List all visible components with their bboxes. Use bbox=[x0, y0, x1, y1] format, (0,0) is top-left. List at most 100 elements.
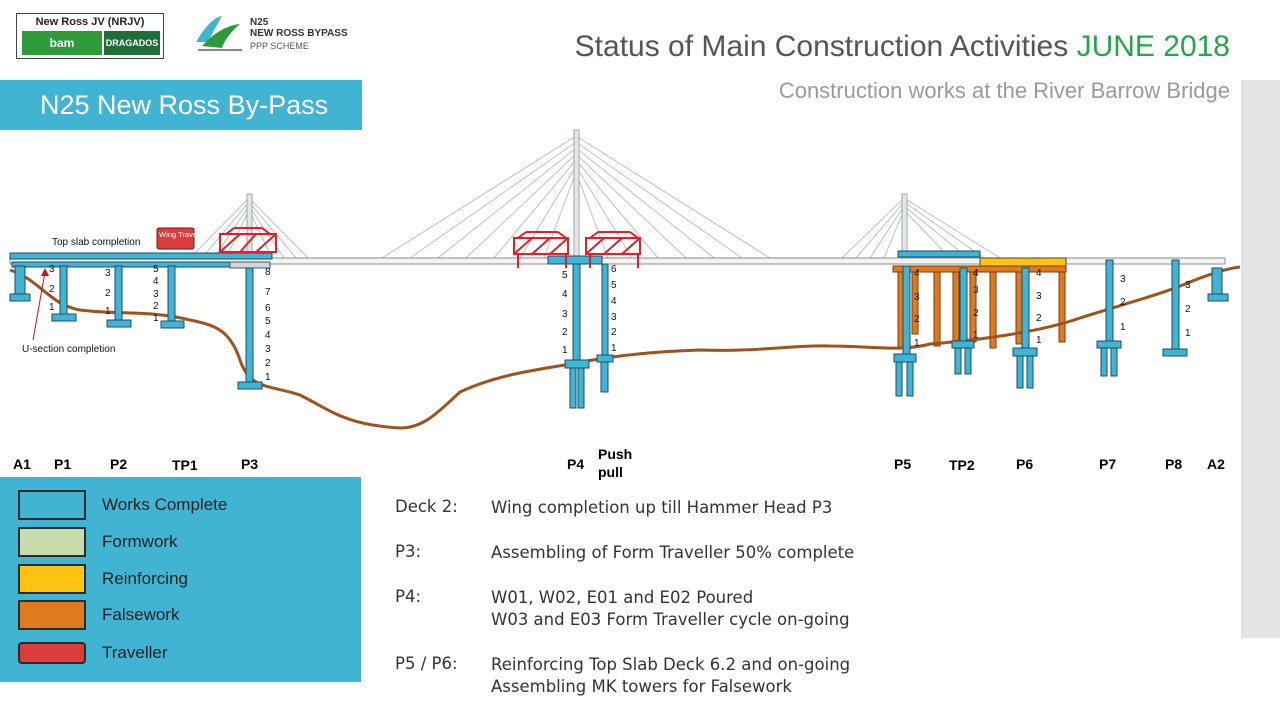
svg-text:6: 6 bbox=[611, 264, 617, 275]
wing-traveller bbox=[156, 227, 195, 250]
pier-p6 bbox=[1021, 267, 1030, 350]
page-title-date: JUNE 2018 bbox=[1076, 30, 1230, 63]
label-p6: P6 bbox=[1016, 456, 1034, 472]
label-p1: P1 bbox=[54, 456, 72, 472]
pier-push-pull bbox=[601, 263, 609, 357]
note-text: Reinforcing Top Slab Deck 6.2 and on-goi… bbox=[491, 655, 851, 674]
svg-text:3: 3 bbox=[105, 268, 111, 279]
svg-text:1: 1 bbox=[562, 345, 568, 356]
svg-text:4: 4 bbox=[1036, 268, 1042, 279]
note-key: P3: bbox=[395, 542, 422, 561]
svg-text:2: 2 bbox=[49, 284, 55, 295]
svg-text:1: 1 bbox=[1036, 335, 1042, 346]
scheme-logo-icon bbox=[196, 16, 242, 51]
svg-text:3: 3 bbox=[973, 285, 979, 296]
svg-text:3: 3 bbox=[153, 289, 159, 300]
legend-label: Traveller bbox=[102, 643, 168, 662]
svg-text:7: 7 bbox=[265, 287, 271, 298]
note-key: P5 / P6: bbox=[395, 654, 458, 673]
svg-text:1: 1 bbox=[153, 313, 159, 324]
svg-text:5: 5 bbox=[153, 264, 159, 275]
deck-hammer-head-p4 bbox=[547, 255, 603, 265]
pylon-p4 bbox=[573, 129, 580, 261]
nrjv-logo-title: New Ross JV (NRJV) bbox=[35, 16, 145, 28]
u-section-annotation: U-section completion bbox=[22, 344, 115, 355]
note-text: Assembling of Form Traveller 50% complet… bbox=[491, 543, 855, 562]
legend-label: Falsework bbox=[102, 605, 180, 624]
deck-p5-complete bbox=[897, 250, 981, 258]
label-p4: P4 bbox=[567, 456, 585, 472]
note-p4: P4: W01, W02, E01 and E02 Poured W03 and… bbox=[395, 587, 915, 633]
abutment-a2 bbox=[1211, 267, 1223, 297]
wing-traveller-label: Wing Traveller bbox=[159, 230, 207, 239]
label-tp1: TP1 bbox=[172, 457, 198, 473]
note-text: Assembling MK towers for Falsework bbox=[491, 677, 792, 696]
deck-outline bbox=[9, 257, 1226, 265]
svg-text:1: 1 bbox=[914, 338, 920, 349]
svg-text:3: 3 bbox=[265, 344, 271, 355]
svg-text:1: 1 bbox=[1120, 322, 1126, 333]
abutment-a1 bbox=[14, 265, 26, 297]
svg-text:3: 3 bbox=[611, 312, 617, 323]
svg-text:1: 1 bbox=[1185, 328, 1191, 339]
pier-tp1 bbox=[167, 265, 176, 323]
bam-logo: bam bbox=[22, 31, 102, 55]
stay-cables-p5 bbox=[841, 197, 1001, 259]
svg-text:2: 2 bbox=[914, 314, 920, 325]
svg-text:2: 2 bbox=[973, 308, 979, 319]
pier-p3 bbox=[245, 267, 254, 385]
pier-p5 bbox=[902, 265, 911, 355]
label-a2: A2 bbox=[1207, 456, 1225, 472]
svg-text:5: 5 bbox=[265, 316, 271, 327]
svg-text:5: 5 bbox=[562, 270, 568, 281]
svg-text:2: 2 bbox=[611, 327, 617, 338]
svg-text:6: 6 bbox=[265, 303, 271, 314]
deck-p6-reinforcing bbox=[979, 257, 1067, 267]
legend-label: Reinforcing bbox=[102, 569, 188, 588]
label-tp2: TP2 bbox=[949, 457, 975, 473]
svg-text:4: 4 bbox=[265, 330, 271, 341]
label-p2: P2 bbox=[110, 456, 128, 472]
svg-text:3: 3 bbox=[562, 309, 568, 320]
legend: Works Complete Formwork Reinforcing Fals… bbox=[0, 477, 361, 682]
legend-swatch bbox=[18, 564, 86, 594]
legend-swatch bbox=[18, 642, 86, 664]
nrjv-logo: New Ross JV (NRJV) bam DRAGADOS bbox=[16, 13, 164, 59]
pier-p1 bbox=[59, 265, 68, 317]
n25-scheme-logo: N25 NEW ROSS BYPASS PPP SCHEME bbox=[192, 12, 362, 58]
stay-cables-p3 bbox=[189, 197, 309, 259]
page-title-text: Status of Main Construction Activities bbox=[574, 30, 1069, 63]
deck-hammer-head-p3 bbox=[229, 261, 271, 269]
svg-text:3: 3 bbox=[1036, 291, 1042, 302]
svg-text:2: 2 bbox=[153, 301, 159, 312]
label-a1: A1 bbox=[13, 456, 31, 472]
svg-text:2: 2 bbox=[1036, 313, 1042, 324]
legend-swatch bbox=[18, 490, 86, 520]
legend-label: Works Complete bbox=[102, 495, 228, 514]
note-key: Deck 2: bbox=[395, 497, 458, 516]
pier-p4 bbox=[572, 263, 581, 361]
form-traveller-p4-west bbox=[513, 231, 569, 268]
pier-p2 bbox=[114, 265, 123, 323]
svg-text:4: 4 bbox=[914, 268, 920, 279]
label-p7: P7 bbox=[1099, 456, 1117, 472]
legend-swatch bbox=[18, 527, 86, 557]
page-subtitle: Construction works at the River Barrow B… bbox=[778, 78, 1230, 103]
page-title: Status of Main Construction Activities J… bbox=[575, 30, 1230, 64]
note-text: Wing completion up till Hammer Head P3 bbox=[491, 498, 833, 517]
svg-text:4: 4 bbox=[973, 268, 979, 279]
note-text: W01, W02, E01 and E02 Poured bbox=[491, 588, 754, 607]
deck-top-slab-complete bbox=[9, 252, 273, 260]
form-traveller-p4-east bbox=[585, 231, 641, 268]
note-text: W03 and E03 Form Traveller cycle on-goin… bbox=[491, 610, 850, 629]
svg-text:8: 8 bbox=[265, 267, 271, 278]
scheme-logo-line3: PPP SCHEME bbox=[250, 41, 309, 51]
pier-tp2 bbox=[959, 267, 968, 343]
stay-cables-p4 bbox=[381, 135, 771, 259]
pier-p8 bbox=[1171, 259, 1180, 351]
u-section-pointer-arrow bbox=[41, 268, 49, 276]
top-slab-annotation: Top slab completion bbox=[52, 237, 140, 248]
svg-text:4: 4 bbox=[611, 296, 617, 307]
svg-text:1: 1 bbox=[611, 343, 617, 354]
